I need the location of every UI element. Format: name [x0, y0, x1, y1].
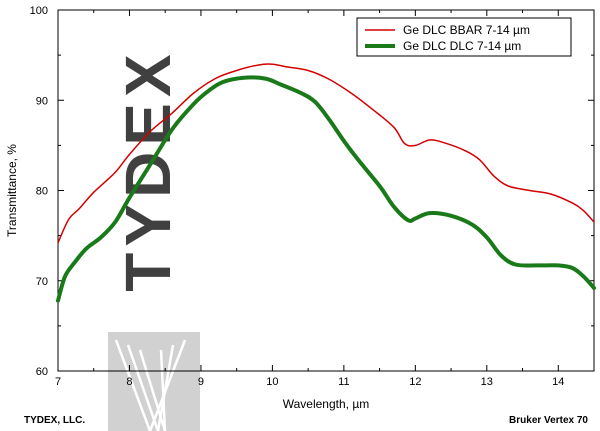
legend-label-bbar: Ge DLC BBAR 7-14 µm — [403, 23, 530, 37]
watermark-logo-stroke — [126, 344, 160, 431]
series-line-1 — [56, 75, 596, 303]
x-tick-label: 13 — [481, 376, 493, 388]
legend-box — [356, 17, 572, 57]
watermark-logo-block — [108, 332, 200, 431]
legend-label-dlc: Ge DLC DLC 7-14 µm — [403, 39, 521, 53]
x-tick-label: 11 — [338, 376, 349, 388]
y-axis-title: Transmittance, % — [5, 144, 19, 237]
x-tick-label: 10 — [266, 376, 278, 388]
x-tick-label: 7 — [55, 376, 61, 388]
x-tick-label: 9 — [198, 376, 204, 388]
y-tick-label: 70 — [36, 276, 48, 288]
y-tick-label: 60 — [36, 366, 48, 378]
watermark-logo-stroke — [156, 344, 175, 431]
x-tick-label: 14 — [552, 376, 564, 388]
y-tick-label: 90 — [36, 95, 48, 107]
footer-instrument: Bruker Vertex 70 — [509, 415, 588, 426]
watermark-logo-stroke — [159, 349, 167, 431]
tydex-watermark: TYDEX — [108, 48, 200, 431]
x-tick-label: 8 — [126, 376, 132, 388]
y-tick-label: 100 — [30, 5, 48, 17]
legend: Ge DLC BBAR 7-14 µm Ge DLC DLC 7-14 µm — [356, 17, 572, 57]
watermark-logo-stroke — [148, 339, 187, 431]
axis-ticks: 7 8 9 10 11 12 13 14 60 70 80 90 100 — [30, 5, 594, 388]
y-tick-label: 80 — [36, 186, 48, 198]
watermark-logo-icon — [108, 332, 200, 431]
x-axis-title: Wavelength, µm — [283, 397, 370, 411]
series-layer — [56, 63, 596, 303]
x-tick-label: 12 — [409, 376, 421, 388]
series-line-0 — [57, 63, 595, 244]
watermark-logo-stroke — [114, 339, 152, 431]
footer-company: TYDEX, LLC. — [24, 415, 85, 426]
